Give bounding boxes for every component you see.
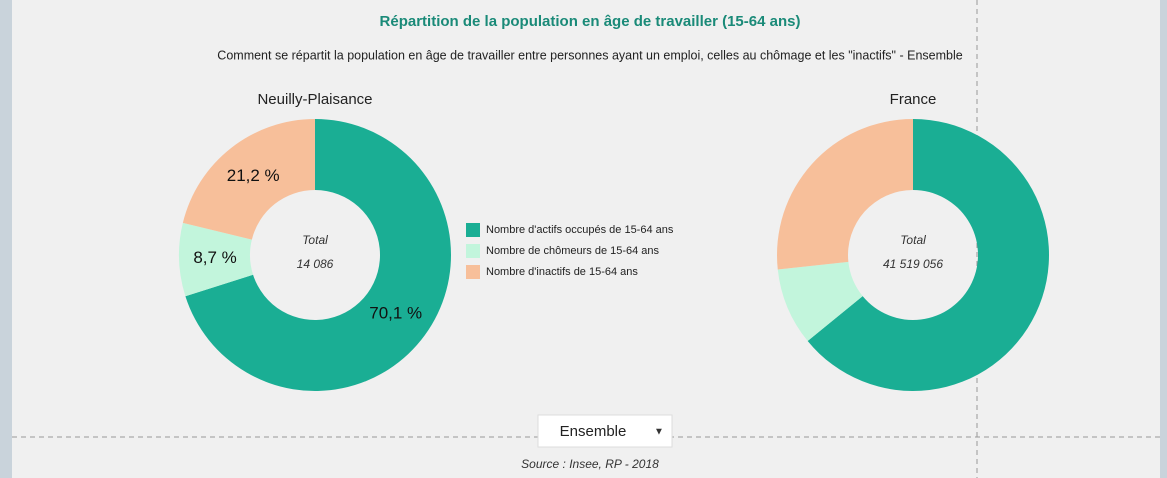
pie-slice [777,119,913,270]
dropdown-label[interactable]: Ensemble [560,423,627,440]
pie-slice [185,119,451,391]
legend: Nombre d'actifs occupés de 15-64 ans Nomb… [466,223,674,279]
source: Source : Insee, RP - 2018 [521,457,659,471]
center-title: Total [302,233,328,247]
pie-slice [179,222,254,297]
legend-swatch [466,223,480,237]
legend-label: Nombre de chômeurs de 15-64 ans [486,245,660,257]
center-title: Total [900,233,926,247]
data-label: 70,1 % [369,304,422,323]
dropdown-arrow[interactable]: ▼ [654,427,664,438]
data-label: 21,2 % [227,166,280,185]
chart-title: Neuilly-Plaisance [257,91,372,108]
pie-slice [182,119,315,240]
legend-swatch [466,244,480,258]
center-value: 14 086 [297,257,334,271]
center-value: 41 519 056 [883,257,943,271]
pie-slice [777,261,863,342]
legend-label: Nombre d'inactifs de 15-64 ans [486,266,638,278]
subtitle: Comment se répartit la population en âge… [217,48,962,62]
title: Répartition de la population en âge de t… [380,13,801,30]
legend-swatch [466,265,480,279]
data-label: 8,7 % [193,248,236,267]
legend-label: Nombre d'actifs occupés de 15-64 ans [486,224,674,236]
dropdown[interactable] [537,414,673,448]
chart-title: France [890,91,937,108]
pie-slice [807,119,1049,391]
